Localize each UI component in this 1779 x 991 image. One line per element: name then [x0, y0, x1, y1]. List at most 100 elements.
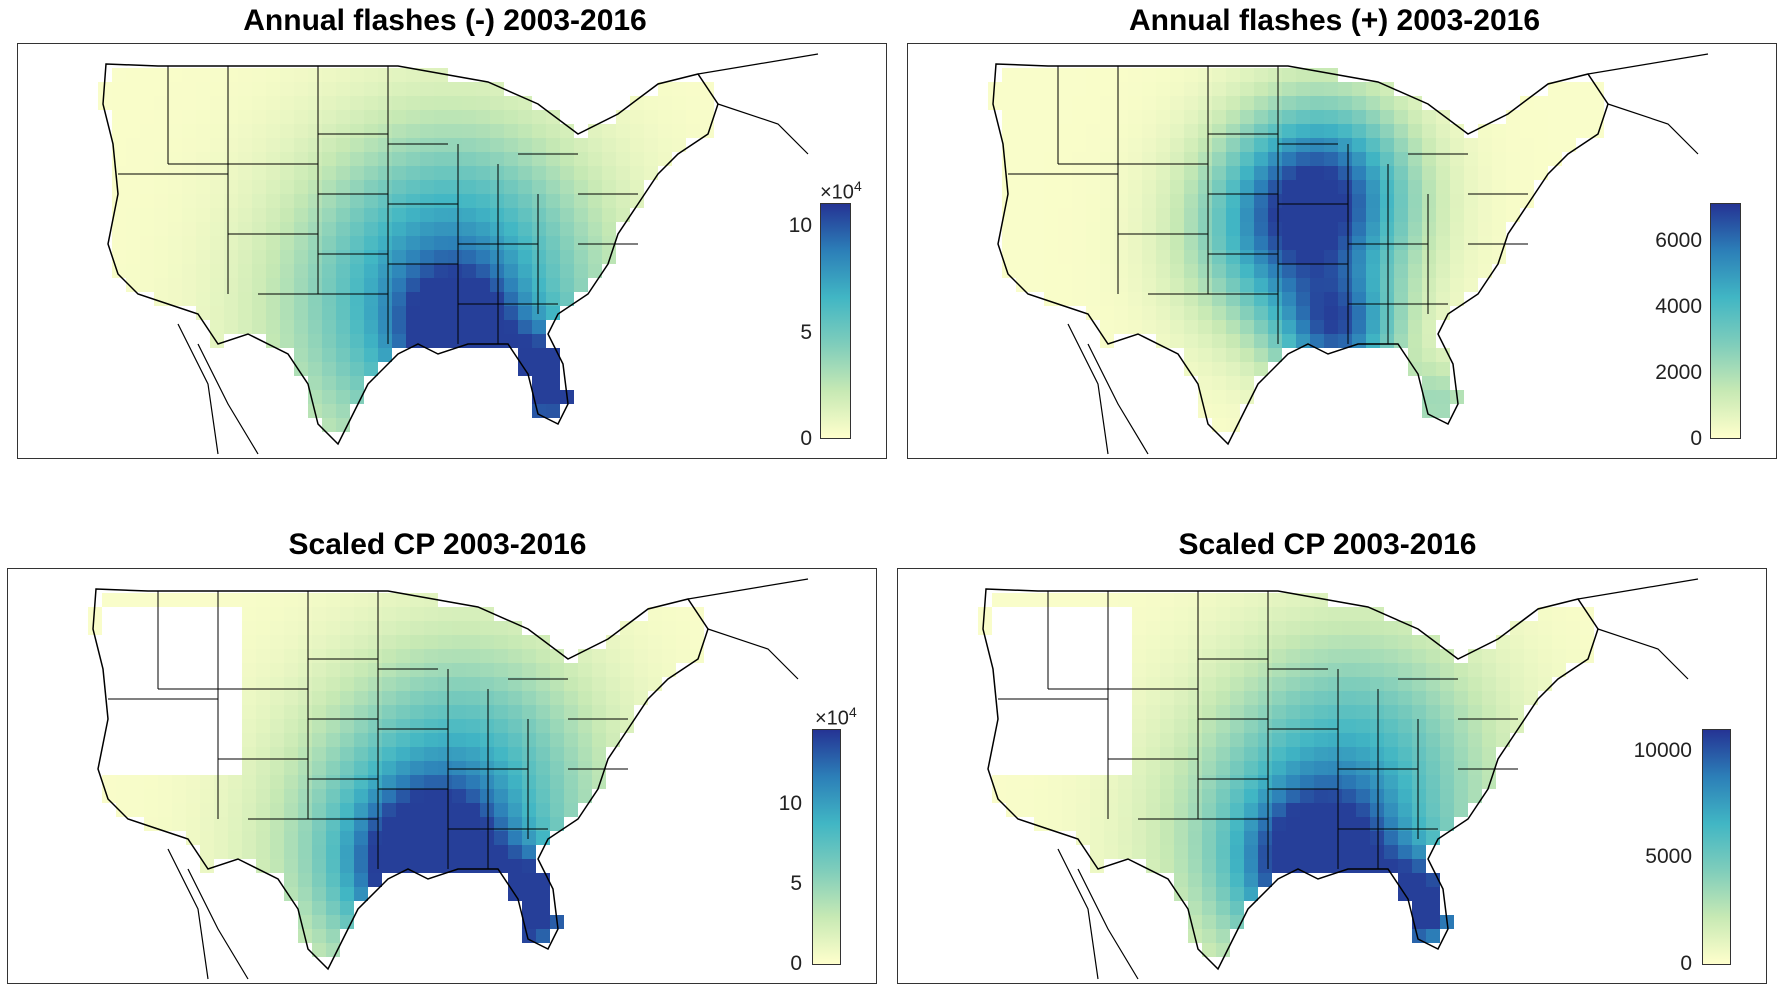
heatmap-cell	[1384, 817, 1398, 831]
heatmap-cell	[1156, 278, 1170, 292]
heatmap-cell	[382, 859, 396, 873]
heatmap-cell	[466, 845, 480, 859]
heatmap-cells	[88, 593, 704, 957]
heatmap-cell	[1412, 831, 1426, 845]
heatmap-cell	[1468, 691, 1482, 705]
heatmap-cell	[1324, 110, 1338, 124]
heatmap-cell	[1548, 82, 1562, 96]
heatmap-cell	[1300, 691, 1314, 705]
heatmap-cell	[294, 124, 308, 138]
heatmap-cell	[546, 180, 560, 194]
heatmap-cell	[252, 96, 266, 110]
heatmap-cell	[1450, 236, 1464, 250]
heatmap-cell	[382, 789, 396, 803]
heatmap-cell	[1562, 124, 1576, 138]
heatmap-cell	[1538, 607, 1552, 621]
heatmap-cell	[1212, 362, 1226, 376]
heatmap-cell	[1072, 138, 1086, 152]
heatmap-cell	[126, 152, 140, 166]
heatmap-cell	[1132, 621, 1146, 635]
heatmap-cell	[1170, 124, 1184, 138]
heatmap-cell	[504, 264, 518, 278]
heatmap-cell	[284, 803, 298, 817]
heatmap-cell	[1426, 761, 1440, 775]
heatmap-cell	[602, 138, 616, 152]
heatmap-cell	[280, 306, 294, 320]
heatmap-cell	[1142, 222, 1156, 236]
heatmap-cell	[1016, 236, 1030, 250]
heatmap-cell	[354, 789, 368, 803]
heatmap-cell	[672, 82, 686, 96]
heatmap-cell	[340, 719, 354, 733]
heatmap-cell	[662, 607, 676, 621]
heatmap-cell	[364, 208, 378, 222]
heatmap-cell	[1562, 110, 1576, 124]
heatmap-cell	[466, 803, 480, 817]
heatmap-cell	[252, 124, 266, 138]
heatmap-cell	[1230, 621, 1244, 635]
heatmap-cell	[1156, 68, 1170, 82]
heatmap-cell	[298, 761, 312, 775]
heatmap-cell	[1590, 124, 1604, 138]
heatmap-cell	[1254, 194, 1268, 208]
heatmap-cell	[182, 222, 196, 236]
heatmap-cell	[228, 775, 242, 789]
heatmap-cell	[1062, 593, 1076, 607]
heatmap-cell	[354, 663, 368, 677]
panel-title: Annual flashes (-) 2003-2016	[243, 4, 647, 37]
heatmap-cell	[1226, 82, 1240, 96]
heatmap-cell	[1114, 68, 1128, 82]
heatmap-cell	[1426, 733, 1440, 747]
heatmap-cell	[1496, 635, 1510, 649]
heatmap-cell	[1300, 775, 1314, 789]
heatmap-cell	[1188, 789, 1202, 803]
heatmap-cell	[1058, 292, 1072, 306]
heatmap-cell	[494, 761, 508, 775]
heatmap-cell	[1454, 789, 1468, 803]
heatmap-cell	[1524, 635, 1538, 649]
heatmap-cell	[1198, 236, 1212, 250]
heatmap-cell	[144, 775, 158, 789]
heatmap-cell	[214, 593, 228, 607]
heatmap-cell	[1156, 208, 1170, 222]
heatmap-cell	[606, 635, 620, 649]
heatmap-cell	[270, 747, 284, 761]
heatmap-cell	[1002, 110, 1016, 124]
heatmap-cell	[438, 635, 452, 649]
heatmap-cell	[1538, 677, 1552, 691]
heatmap-cell	[1230, 845, 1244, 859]
heatmap-cell	[1160, 845, 1174, 859]
heatmap-cell	[1482, 761, 1496, 775]
heatmap-cell	[186, 775, 200, 789]
heatmap-cell	[1370, 789, 1384, 803]
heatmap-cell	[630, 138, 644, 152]
heatmap-cell	[1090, 775, 1104, 789]
heatmap-cell	[1072, 222, 1086, 236]
heatmap-cell	[616, 110, 630, 124]
heatmap-cell	[1440, 733, 1454, 747]
heatmap-cell	[1156, 320, 1170, 334]
heatmap-cell	[364, 82, 378, 96]
heatmap-cell	[238, 180, 252, 194]
coastline	[197, 343, 259, 455]
heatmap-cell	[340, 621, 354, 635]
heatmap-cell	[364, 222, 378, 236]
heatmap-cell	[354, 677, 368, 691]
heatmap-cell	[424, 593, 438, 607]
heatmap-cell	[1198, 96, 1212, 110]
heatmap-cell	[1258, 607, 1272, 621]
heatmap-cell	[1440, 789, 1454, 803]
heatmap-cell	[536, 663, 550, 677]
heatmap-cell	[196, 110, 210, 124]
heatmap-cell	[490, 138, 504, 152]
heatmap-cell	[1282, 334, 1296, 348]
heatmap-cell	[1132, 747, 1146, 761]
heatmap-cell	[1282, 124, 1296, 138]
heatmap-cell	[1174, 775, 1188, 789]
heatmap-cell	[1244, 635, 1258, 649]
heatmap-cell	[242, 761, 256, 775]
heatmap-cell	[1244, 705, 1258, 719]
heatmap-cell	[154, 68, 168, 82]
heatmap-cell	[1058, 208, 1072, 222]
heatmap-cell	[1384, 677, 1398, 691]
